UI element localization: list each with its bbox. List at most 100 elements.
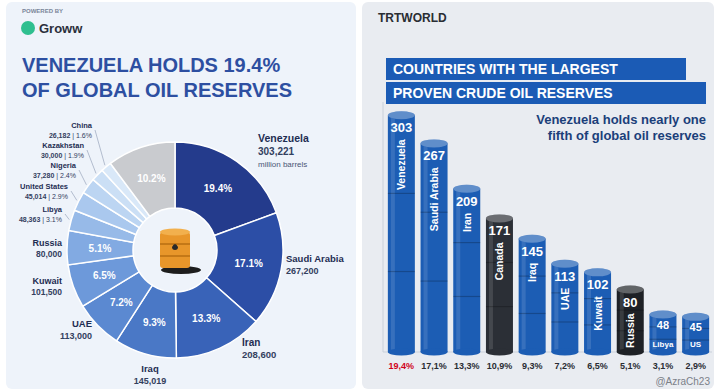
category-label: Saudi Arabia [428, 167, 440, 231]
bar-top [519, 235, 546, 243]
data-label: 303 [390, 120, 412, 135]
bar [453, 189, 480, 352]
slice-percent: 1.9% [68, 152, 84, 159]
slice-reserves-line: 45,014 | 2.9% [25, 193, 68, 201]
share-label: 19,4% [389, 361, 415, 371]
slice-reserves-line: 30,000 | 1.9% [41, 152, 84, 160]
bar-top [551, 260, 578, 268]
bar-top-shine [486, 214, 513, 222]
slice-reserves: 208,600 [242, 349, 276, 360]
bar-bottom [519, 349, 546, 356]
share-label: 5,1% [620, 361, 641, 371]
subtitle-line: fifth of global oil reserves [548, 128, 706, 143]
donut [67, 142, 283, 358]
slice-name: Russia [32, 238, 63, 248]
icon-body [160, 232, 190, 268]
title-line: OF GLOBAL OIL RESERVES [22, 79, 292, 101]
title-line: COUNTRIES WITH THE LARGEST [393, 61, 618, 77]
title-banner [386, 58, 686, 80]
bar-top [453, 185, 480, 193]
slice-reserves: 113,000 [60, 331, 92, 341]
bar-rib [486, 306, 513, 307]
bar-top-shine [388, 111, 415, 119]
slice-percent: 13.3% [192, 313, 220, 324]
bar-rib [617, 310, 644, 311]
bar [388, 115, 415, 352]
share-label: 9,3% [522, 361, 543, 371]
slice-name: China [71, 121, 93, 130]
slice-reserves-line: 48,363 | 3.1% [19, 216, 62, 224]
data-label: 102 [587, 277, 609, 292]
bar-top [617, 286, 644, 294]
slice-name: Saudi Arabia [286, 253, 344, 264]
bar-top-shine [551, 260, 578, 268]
slice-name: Kazakhstan [42, 141, 84, 150]
slice-reserves-line: 113,000 [60, 331, 92, 341]
share-label: 17,1% [421, 361, 447, 371]
leader-line [71, 191, 77, 200]
slice-percent: 6.5% [93, 270, 116, 281]
data-label: 209 [456, 194, 478, 209]
data-label: 113 [554, 269, 575, 284]
title-line: VENEZUELA HOLDS 19.4% [22, 54, 280, 76]
slice-reserves-line: 208,600 [242, 349, 276, 360]
slice-percent: 17.1% [235, 258, 263, 269]
slice-reserves: 30,000 [41, 152, 63, 160]
left-background [6, 2, 356, 389]
slice-name: Nigeria [51, 161, 77, 170]
data-label: 45 [690, 321, 702, 333]
bar-top-shine [453, 185, 480, 193]
bar-top-shine [649, 311, 676, 319]
title-banner [386, 82, 706, 104]
bar-top [486, 214, 513, 222]
subtitle-line: Venezuela holds nearly one [536, 112, 706, 127]
category-label: Iran [461, 213, 473, 232]
slice-name: Libya [42, 205, 62, 214]
slice-name: Kuwait [32, 276, 62, 286]
brand: Groww [39, 21, 83, 36]
slice-name: United States [20, 182, 68, 191]
slice-percent: 2.9% [52, 193, 68, 200]
slice-reserves: 45,014 [25, 193, 47, 201]
slice [110, 142, 175, 216]
bar-top [584, 268, 611, 276]
bar-bottom [421, 349, 448, 356]
slice-name: Venezuela [258, 132, 309, 144]
slice-reserves: 101,500 [31, 287, 62, 297]
bar-highlight [489, 218, 493, 352]
bar [421, 143, 448, 352]
slice-percent: 5.1% [89, 243, 112, 254]
category-label: Russia [624, 313, 636, 348]
bar-highlight [456, 189, 460, 352]
slice-percent: 2.4% [60, 172, 76, 179]
bar-top [421, 139, 448, 147]
bar-rib [519, 313, 546, 314]
barrel-icon [160, 229, 201, 275]
bar-top-shine [584, 268, 611, 276]
slice-percent: 1.6% [76, 132, 92, 139]
bar-top-shine [519, 235, 546, 243]
brand: TRTWORLD [378, 11, 447, 25]
title: COUNTRIES WITH THE LARGESTPROVEN CRUDE O… [393, 61, 618, 101]
bar-bottom [649, 349, 676, 356]
category-label: Canada [493, 242, 505, 280]
category-label: US [690, 340, 702, 349]
share-label: 6,5% [587, 361, 608, 371]
bar-highlight [391, 115, 395, 352]
subtitle: Venezuela holds nearly onefifth of globa… [536, 112, 706, 143]
share-label: 3,1% [653, 361, 674, 371]
slice-reserves: 48,363 [19, 216, 41, 224]
slice-percent: 9.3% [143, 317, 166, 328]
bar-top-shine [421, 139, 448, 147]
share-label: 13,3% [454, 361, 480, 371]
slice-name: UAE [72, 318, 92, 329]
watermark: @AzraCh23 [655, 376, 710, 387]
left-panel: POWERED BYGrowwVENEZUELA HOLDS 19.4%OF G… [6, 2, 356, 389]
leader-line [79, 170, 86, 185]
slice-reserves: 26,182 [49, 132, 71, 140]
category-label: Iraq [526, 263, 538, 282]
bar-top [682, 313, 709, 321]
right-panel: TRTWORLD COUNTRIES WITH THE LARGESTPROVEN… [362, 2, 714, 389]
bar [486, 218, 513, 352]
category-label: Libya [652, 340, 673, 349]
